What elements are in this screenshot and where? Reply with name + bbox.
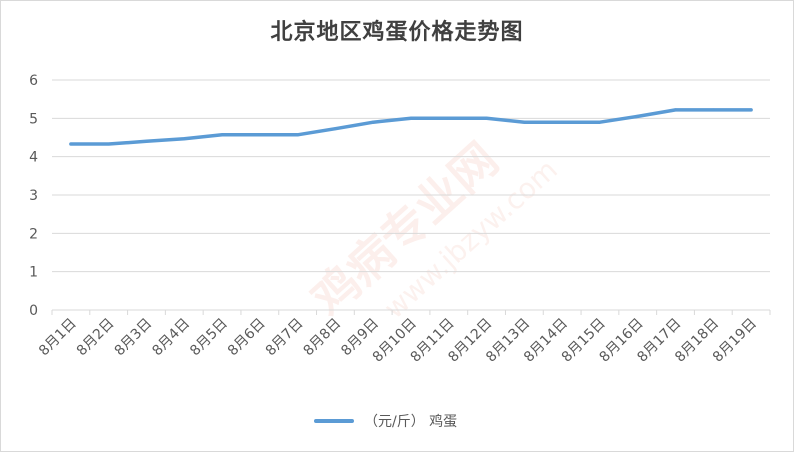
data-point — [182, 137, 186, 141]
data-point — [522, 120, 526, 124]
data-point — [220, 133, 224, 137]
chart-title: 北京地区鸡蛋价格走势图 — [270, 20, 524, 45]
legend-swatch — [314, 419, 354, 423]
legend-label: （元/斤） 鸡蛋 — [364, 414, 458, 430]
y-tick-label: 5 — [29, 111, 38, 127]
data-point — [371, 120, 375, 124]
x-tick-label: 8月8日 — [301, 316, 345, 360]
data-point — [69, 142, 73, 146]
data-point — [598, 120, 602, 124]
gridlines — [52, 79, 770, 311]
data-point — [560, 120, 564, 124]
x-tick-label: 8月6日 — [225, 316, 269, 360]
data-point — [258, 133, 262, 137]
data-point — [711, 108, 715, 112]
series-layer — [69, 108, 753, 146]
x-tick-label: 8月5日 — [187, 316, 231, 360]
x-tick-label: 8月1日 — [36, 316, 80, 360]
data-point — [485, 116, 489, 120]
data-point — [674, 108, 678, 112]
watermark: 鸡病专业网 www.jbzyw.com — [301, 132, 564, 326]
y-tick-label: 0 — [29, 303, 38, 319]
x-tick-label: 8月4日 — [149, 316, 193, 360]
y-tick-label: 2 — [29, 226, 38, 242]
data-point — [749, 108, 753, 112]
data-point — [409, 116, 413, 120]
y-tick-label: 6 — [29, 73, 38, 89]
y-axis: 0 1 2 3 4 5 6 — [29, 73, 38, 319]
data-point — [107, 142, 111, 146]
data-point — [447, 116, 451, 120]
data-point — [333, 127, 337, 131]
legend: （元/斤） 鸡蛋 — [314, 410, 457, 432]
y-tick-label: 4 — [29, 150, 38, 166]
data-point — [636, 114, 640, 118]
y-tick-label: 1 — [29, 265, 38, 281]
data-point — [144, 139, 148, 143]
x-tick-label: 8月7日 — [263, 316, 307, 360]
x-tick-label: 8月3日 — [112, 316, 156, 360]
data-point — [296, 133, 300, 137]
y-tick-label: 3 — [29, 188, 38, 204]
x-tick-label: 8月2日 — [74, 316, 118, 360]
series-line — [69, 108, 753, 146]
